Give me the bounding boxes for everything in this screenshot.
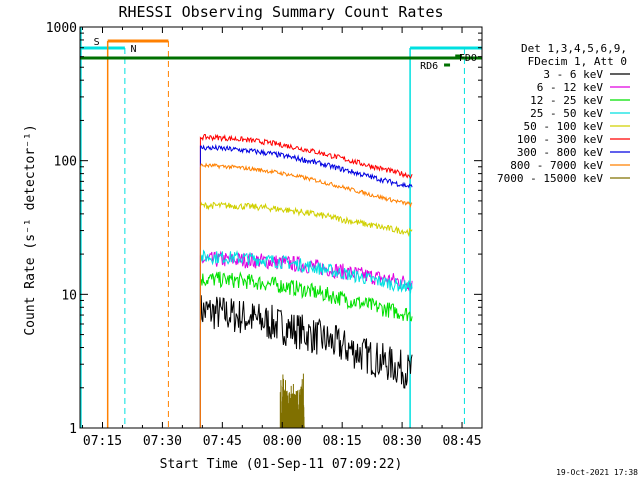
legend-label-2: 12 - 25 keV <box>530 94 603 107</box>
generation-timestamp: 19-Oct-2021 17:38 <box>556 468 638 477</box>
saa-label: S <box>94 37 100 48</box>
legend-label-5: 100 - 300 keV <box>517 133 603 146</box>
legend-label-3: 25 - 50 keV <box>530 107 603 120</box>
series-line-3 <box>199 249 413 428</box>
y-axis-ticks: 1 10 100 1000 <box>46 21 482 437</box>
x-tick-label-4: 08:15 <box>323 434 362 449</box>
legend-label-1: 6 - 12 keV <box>537 81 604 94</box>
legend-label-7: 800 - 7000 keV <box>510 159 603 172</box>
plot-border <box>79 26 483 429</box>
rd6-label: RD6 <box>420 61 438 72</box>
y-axis-label: Count Rate (s⁻¹ detector⁻¹) <box>23 124 38 335</box>
x-tick-label-3: 08:00 <box>263 434 302 449</box>
series-line-0 <box>199 295 413 428</box>
series-line-6 <box>199 143 413 428</box>
x-tick-label-6: 08:45 <box>442 434 481 449</box>
series-lines <box>199 133 413 428</box>
axes-box <box>79 26 483 429</box>
y-tick-label-3: 1000 <box>46 21 77 36</box>
legend-label-0: 3 - 6 keV <box>543 68 603 81</box>
y-tick-label-0: 1 <box>69 422 77 437</box>
series-line-8 <box>279 373 305 428</box>
legend-label-4: 50 - 100 keV <box>524 120 604 133</box>
night-label: N <box>130 44 136 55</box>
x-tick-label-5: 08:30 <box>383 434 422 449</box>
x-tick-label-0: 07:15 <box>83 434 122 449</box>
observing-flags: S N RD6 FDO <box>80 27 482 428</box>
series-line-1 <box>199 250 413 428</box>
y-tick-label-1: 10 <box>61 288 77 303</box>
legend-label-8: 7000 - 15000 keV <box>497 172 603 185</box>
legend-header-0: Det 1,3,4,5,6,9, <box>521 42 627 55</box>
legend-label-6: 300 - 800 keV <box>517 146 603 159</box>
y-tick-label-2: 100 <box>54 155 77 170</box>
x-tick-label-1: 07:30 <box>143 434 182 449</box>
x-tick-label-2: 07:45 <box>203 434 242 449</box>
series-line-4 <box>199 201 413 428</box>
chart-title: RHESSI Observing Summary Count Rates <box>118 3 443 21</box>
x-axis-label: Start Time (01-Sep-11 07:09:22) <box>160 457 403 472</box>
series-line-7 <box>199 162 413 428</box>
legend: Det 1,3,4,5,6,9,FDecim 1, Att 03 - 6 keV… <box>497 42 630 185</box>
legend-header-1: FDecim 1, Att 0 <box>528 55 627 68</box>
series-line-2 <box>199 271 413 428</box>
fdo-label: FDO <box>459 53 477 64</box>
series-line-5 <box>199 133 413 428</box>
x-axis-ticks: 07:15 07:30 07:45 08:00 08:15 08:30 08:45 <box>82 27 483 449</box>
